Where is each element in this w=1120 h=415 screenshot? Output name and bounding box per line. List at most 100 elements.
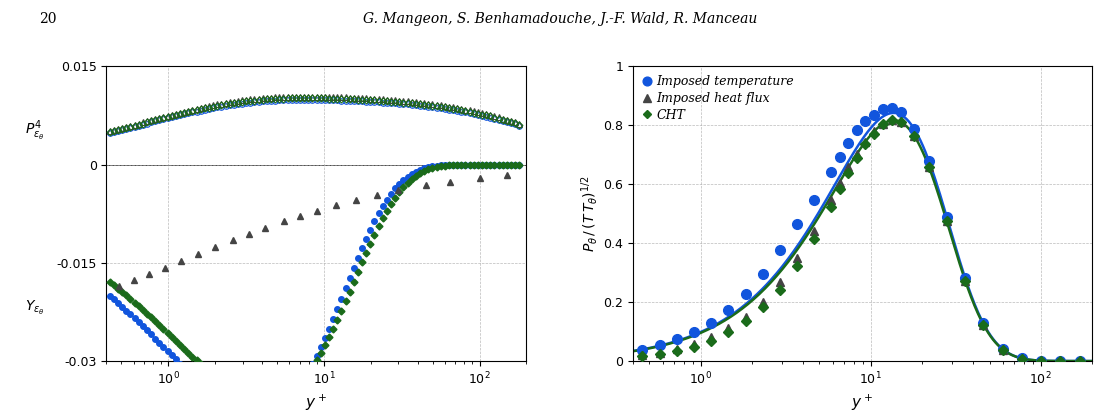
Imposed temperature: [721, 308, 735, 313]
CHT: [1054, 359, 1067, 364]
Imposed temperature: [885, 105, 898, 110]
Imposed temperature: [868, 112, 881, 117]
Imposed heat flux: [977, 322, 990, 327]
Imposed heat flux: [808, 228, 821, 233]
CHT: [671, 349, 684, 354]
Imposed heat flux: [859, 139, 872, 144]
Imposed heat flux: [739, 314, 753, 319]
CHT: [721, 330, 735, 335]
Imposed temperature: [907, 126, 921, 131]
Imposed heat flux: [907, 133, 921, 138]
Imposed heat flux: [876, 122, 889, 127]
Imposed heat flux: [756, 299, 769, 304]
Imposed temperature: [654, 342, 668, 347]
Imposed heat flux: [850, 151, 864, 156]
Imposed temperature: [833, 155, 847, 160]
CHT: [977, 322, 990, 327]
Imposed heat flux: [922, 164, 935, 169]
Line: CHT: CHT: [638, 117, 1083, 364]
CHT: [907, 133, 921, 138]
Imposed heat flux: [841, 165, 855, 170]
CHT: [808, 237, 821, 242]
Line: Imposed temperature: Imposed temperature: [636, 103, 1085, 366]
Imposed temperature: [940, 215, 953, 220]
Imposed heat flux: [997, 347, 1010, 352]
CHT: [876, 122, 889, 127]
Imposed heat flux: [1054, 359, 1067, 364]
Imposed temperature: [959, 276, 972, 281]
X-axis label: $y^+$: $y^+$: [306, 393, 327, 413]
CHT: [824, 205, 838, 210]
Text: $P^4_{\varepsilon_\theta}$: $P^4_{\varepsilon_\theta}$: [25, 119, 45, 143]
X-axis label: $y^+$: $y^+$: [851, 393, 874, 413]
Y-axis label: $P_\theta\,/\,(T\,T_\theta)^{1/2}$: $P_\theta\,/\,(T\,T_\theta)^{1/2}$: [579, 176, 600, 252]
Imposed heat flux: [1034, 358, 1047, 363]
Imposed heat flux: [868, 129, 881, 134]
Imposed heat flux: [833, 181, 847, 186]
Imposed heat flux: [704, 334, 718, 339]
CHT: [922, 164, 935, 169]
Imposed temperature: [1034, 358, 1047, 363]
Imposed temperature: [997, 347, 1010, 352]
CHT: [704, 338, 718, 343]
Imposed temperature: [824, 169, 838, 174]
Imposed temperature: [1054, 359, 1067, 364]
Imposed temperature: [859, 119, 872, 124]
Imposed heat flux: [1073, 359, 1086, 364]
Imposed temperature: [894, 110, 907, 115]
Imposed temperature: [739, 292, 753, 297]
Imposed temperature: [922, 159, 935, 164]
CHT: [997, 347, 1010, 352]
Imposed heat flux: [721, 325, 735, 330]
Imposed heat flux: [688, 342, 701, 347]
Imposed temperature: [790, 222, 803, 227]
CHT: [1034, 358, 1047, 363]
CHT: [635, 354, 648, 359]
Text: G. Mangeon, S. Benhamadouche, J.-F. Wald, R. Manceau: G. Mangeon, S. Benhamadouche, J.-F. Wald…: [363, 12, 757, 27]
CHT: [688, 344, 701, 349]
Imposed heat flux: [959, 278, 972, 283]
Imposed temperature: [704, 320, 718, 325]
Imposed heat flux: [824, 198, 838, 203]
CHT: [885, 118, 898, 123]
CHT: [756, 305, 769, 310]
Imposed heat flux: [635, 353, 648, 358]
CHT: [739, 319, 753, 324]
Imposed heat flux: [940, 219, 953, 224]
Imposed temperature: [876, 107, 889, 112]
Line: Imposed heat flux: Imposed heat flux: [637, 116, 1084, 365]
CHT: [833, 186, 847, 191]
Imposed temperature: [635, 347, 648, 352]
CHT: [868, 131, 881, 136]
Imposed heat flux: [773, 279, 786, 284]
CHT: [894, 120, 907, 124]
CHT: [841, 171, 855, 176]
CHT: [790, 264, 803, 269]
Imposed temperature: [977, 321, 990, 326]
Text: $Y_{\varepsilon_\theta}$: $Y_{\varepsilon_\theta}$: [25, 299, 45, 317]
CHT: [1016, 356, 1029, 361]
Legend: Imposed temperature, Imposed heat flux, CHT: Imposed temperature, Imposed heat flux, …: [640, 73, 796, 124]
Imposed temperature: [808, 197, 821, 202]
Imposed temperature: [688, 330, 701, 334]
Imposed temperature: [1073, 359, 1086, 364]
Imposed heat flux: [1016, 356, 1029, 361]
Imposed heat flux: [671, 347, 684, 352]
Imposed temperature: [850, 128, 864, 133]
Imposed heat flux: [654, 350, 668, 355]
Imposed temperature: [1016, 356, 1029, 361]
CHT: [859, 142, 872, 146]
Imposed heat flux: [894, 120, 907, 124]
CHT: [959, 278, 972, 283]
Imposed heat flux: [790, 256, 803, 261]
Text: 20: 20: [39, 12, 57, 27]
Imposed temperature: [671, 337, 684, 342]
Imposed temperature: [841, 141, 855, 146]
CHT: [1073, 359, 1086, 364]
CHT: [940, 219, 953, 224]
CHT: [773, 287, 786, 292]
CHT: [850, 156, 864, 161]
Imposed heat flux: [885, 118, 898, 123]
Imposed temperature: [756, 272, 769, 277]
CHT: [654, 352, 668, 356]
